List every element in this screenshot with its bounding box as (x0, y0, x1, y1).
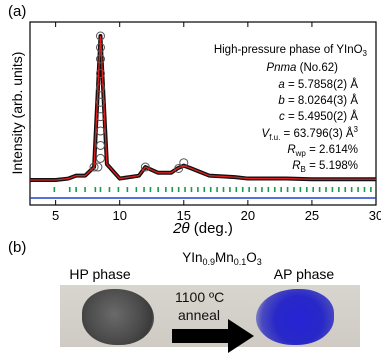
observed-point (95, 83, 105, 93)
observed-point (174, 163, 184, 173)
r-bragg: RB = 5.198% (292, 160, 358, 174)
anneal-label: anneal (178, 307, 221, 323)
x-tick-label: 20 (241, 208, 255, 223)
y-axis-label: Intensity (arb. units) (9, 52, 25, 175)
compound-formula: YIn0.9Mn0.1O3 (182, 250, 262, 267)
ap-phase-sample (256, 289, 334, 345)
x-axis-ticks: 5 10 15 20 25 30 (52, 22, 381, 223)
r-weighted-profile: Rwp = 2.614% (287, 144, 358, 158)
x-tick-label: 10 (112, 208, 126, 223)
observed-point (95, 68, 105, 78)
anneal-temperature: 1100 ºC (175, 289, 225, 305)
hp-phase-sample (82, 289, 154, 345)
ap-phase-label: AP phase (274, 266, 335, 282)
observed-point (95, 153, 105, 163)
observed-point (95, 97, 105, 107)
observed-pattern (30, 34, 376, 182)
lattice-a: a = 5.7858(2) Å (278, 78, 358, 91)
calculated-pattern (30, 35, 376, 181)
x-tick-label: 30 (369, 208, 381, 223)
x-tick-label: 15 (177, 208, 191, 223)
x-axis-label-unit: (deg.) (190, 220, 233, 237)
pattern-series (30, 31, 376, 199)
sample-photo: 1100 ºC anneal (60, 285, 360, 353)
bragg-reflections (53, 187, 372, 192)
anneal-arrow-head (228, 319, 254, 353)
phase-title: High-pressure phase of YInO3 (214, 44, 368, 58)
observed-point (140, 162, 150, 172)
x-axis-label: 2θ (deg.) (172, 220, 233, 237)
plot-frame (29, 21, 377, 206)
panel-a-label: (a) (8, 3, 26, 20)
volume-per-formula-unit: Vf.u. = 63.796(3) Å3 (262, 125, 359, 142)
x-tick-label: 5 (52, 208, 59, 223)
observed-point (95, 54, 105, 64)
anneal-arrow-shaft (172, 329, 230, 343)
x-axis-label-symbol: 2θ (172, 220, 189, 237)
space-group: Pnma (No.62) (266, 62, 338, 74)
panel-b-label: (b) (8, 239, 26, 256)
refinement-annotation: High-pressure phase of YInO3 Pnma (No.62… (214, 44, 368, 174)
lattice-b: b = 8.0264(3) Å (278, 94, 358, 107)
observed-point (179, 158, 189, 168)
lattice-c: c = 5.4950(2) Å (279, 110, 358, 123)
x-tick-label: 25 (305, 208, 319, 223)
observed-point (95, 140, 105, 150)
hp-phase-label: HP phase (69, 266, 130, 282)
